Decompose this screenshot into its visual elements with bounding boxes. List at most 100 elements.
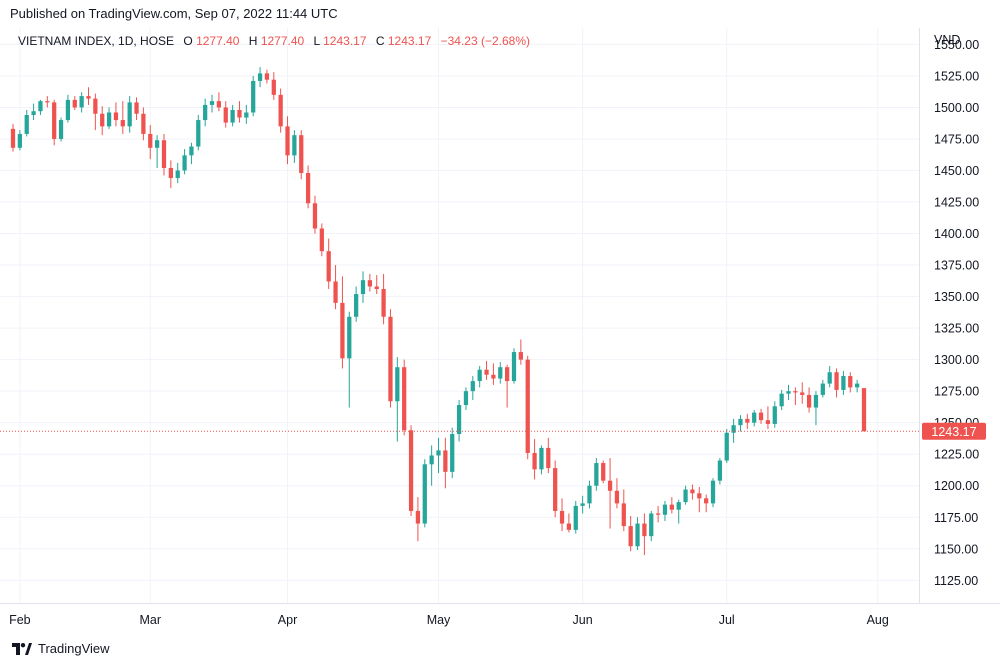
ohlc-legend: VIETNAM INDEX, 1D, HOSE O 1277.40 H 1277… bbox=[18, 34, 530, 48]
candle-body bbox=[65, 99, 71, 121]
candle bbox=[834, 368, 839, 398]
candle-body bbox=[100, 113, 105, 127]
candle-body bbox=[594, 463, 599, 486]
candle-body bbox=[861, 388, 867, 432]
candle-body bbox=[697, 493, 702, 499]
candle bbox=[148, 125, 153, 160]
candle-body bbox=[148, 133, 153, 148]
time-tick-label: May bbox=[427, 613, 451, 627]
price-tick-label: 1300.00 bbox=[934, 353, 979, 367]
candle-body bbox=[649, 513, 654, 537]
candle bbox=[745, 413, 750, 429]
candle bbox=[553, 460, 558, 518]
candle-body bbox=[779, 393, 784, 407]
candle-body bbox=[285, 126, 290, 156]
candle bbox=[402, 359, 407, 436]
candle bbox=[168, 160, 173, 189]
candle-body bbox=[498, 367, 503, 379]
candle-body bbox=[566, 523, 572, 530]
candle bbox=[79, 92, 84, 113]
price-tick-label: 1375.00 bbox=[934, 259, 979, 273]
candle bbox=[17, 130, 22, 151]
low-value: 1243.17 bbox=[323, 34, 367, 48]
candle bbox=[676, 499, 681, 524]
candle-body bbox=[223, 107, 228, 123]
candles bbox=[10, 67, 867, 556]
candle bbox=[429, 445, 434, 486]
candle bbox=[305, 165, 311, 209]
candle-body bbox=[106, 112, 112, 127]
time-tick-label: Aug bbox=[867, 613, 889, 627]
price-tick-label: 1225.00 bbox=[934, 448, 979, 462]
candle-body bbox=[683, 489, 688, 503]
candle bbox=[621, 489, 626, 532]
candle-body bbox=[141, 113, 146, 134]
candle bbox=[381, 273, 386, 325]
candle-body bbox=[614, 490, 620, 504]
candle bbox=[594, 457, 599, 491]
candle-body bbox=[175, 170, 180, 179]
candle-body bbox=[134, 102, 139, 114]
close-value: 1243.17 bbox=[388, 34, 432, 48]
candle bbox=[532, 439, 537, 480]
candle-body bbox=[79, 96, 84, 108]
candle-body bbox=[745, 418, 750, 423]
candle bbox=[642, 513, 647, 556]
candle bbox=[230, 104, 235, 127]
candle-body bbox=[601, 463, 606, 481]
tradingview-logo[interactable]: TradingView bbox=[12, 641, 110, 656]
price-axis[interactable]: 1125.001150.001175.001200.001225.001250.… bbox=[934, 38, 979, 588]
candle-body bbox=[72, 99, 77, 108]
change-value: −34.23 (−2.68%) bbox=[441, 34, 530, 48]
candle bbox=[614, 478, 620, 509]
low-label: L bbox=[314, 34, 321, 48]
candle-body bbox=[553, 468, 558, 511]
time-tick-label: Feb bbox=[9, 613, 31, 627]
candle bbox=[209, 94, 215, 113]
published-note: Published on TradingView.com, Sep 07, 20… bbox=[10, 6, 338, 21]
price-tick-label: 1550.00 bbox=[934, 38, 979, 52]
time-axis[interactable]: FebMarAprMayJunJulAugSep bbox=[9, 613, 1000, 627]
candle-body bbox=[395, 367, 400, 402]
candle-body bbox=[676, 502, 681, 510]
candle-body bbox=[731, 425, 736, 433]
time-tick-label: Jun bbox=[573, 613, 593, 627]
candle bbox=[861, 388, 867, 432]
candle bbox=[278, 88, 283, 133]
candle-body bbox=[264, 73, 270, 80]
candle-body bbox=[793, 391, 798, 393]
candle-body bbox=[841, 376, 846, 390]
candle-body bbox=[505, 367, 510, 382]
candle-body bbox=[532, 452, 537, 470]
candle bbox=[601, 460, 606, 484]
candle-body bbox=[820, 383, 825, 395]
candle-body bbox=[408, 430, 414, 511]
candle-body bbox=[800, 392, 805, 395]
price-tick-label: 1200.00 bbox=[934, 479, 979, 493]
candle bbox=[182, 149, 187, 175]
candle-body bbox=[113, 112, 119, 121]
candle bbox=[662, 500, 668, 522]
candle bbox=[319, 223, 324, 257]
price-tick-label: 1275.00 bbox=[934, 385, 979, 399]
candle bbox=[257, 67, 263, 88]
candle-body bbox=[642, 523, 647, 537]
candle bbox=[683, 485, 688, 505]
candle-body bbox=[340, 302, 345, 359]
candle-body bbox=[518, 352, 523, 360]
candle bbox=[772, 401, 777, 428]
candle-body bbox=[772, 406, 777, 424]
candle bbox=[477, 365, 482, 388]
candle bbox=[765, 406, 771, 429]
candle-body bbox=[450, 434, 455, 472]
candle-body bbox=[292, 135, 297, 156]
candle bbox=[724, 428, 729, 464]
candle-body bbox=[738, 418, 743, 426]
price-tick-label: 1175.00 bbox=[934, 511, 978, 525]
candle-body bbox=[573, 505, 578, 530]
candle-body bbox=[127, 102, 132, 127]
candle bbox=[841, 370, 846, 395]
candle-body bbox=[813, 394, 819, 408]
candle bbox=[546, 437, 551, 474]
